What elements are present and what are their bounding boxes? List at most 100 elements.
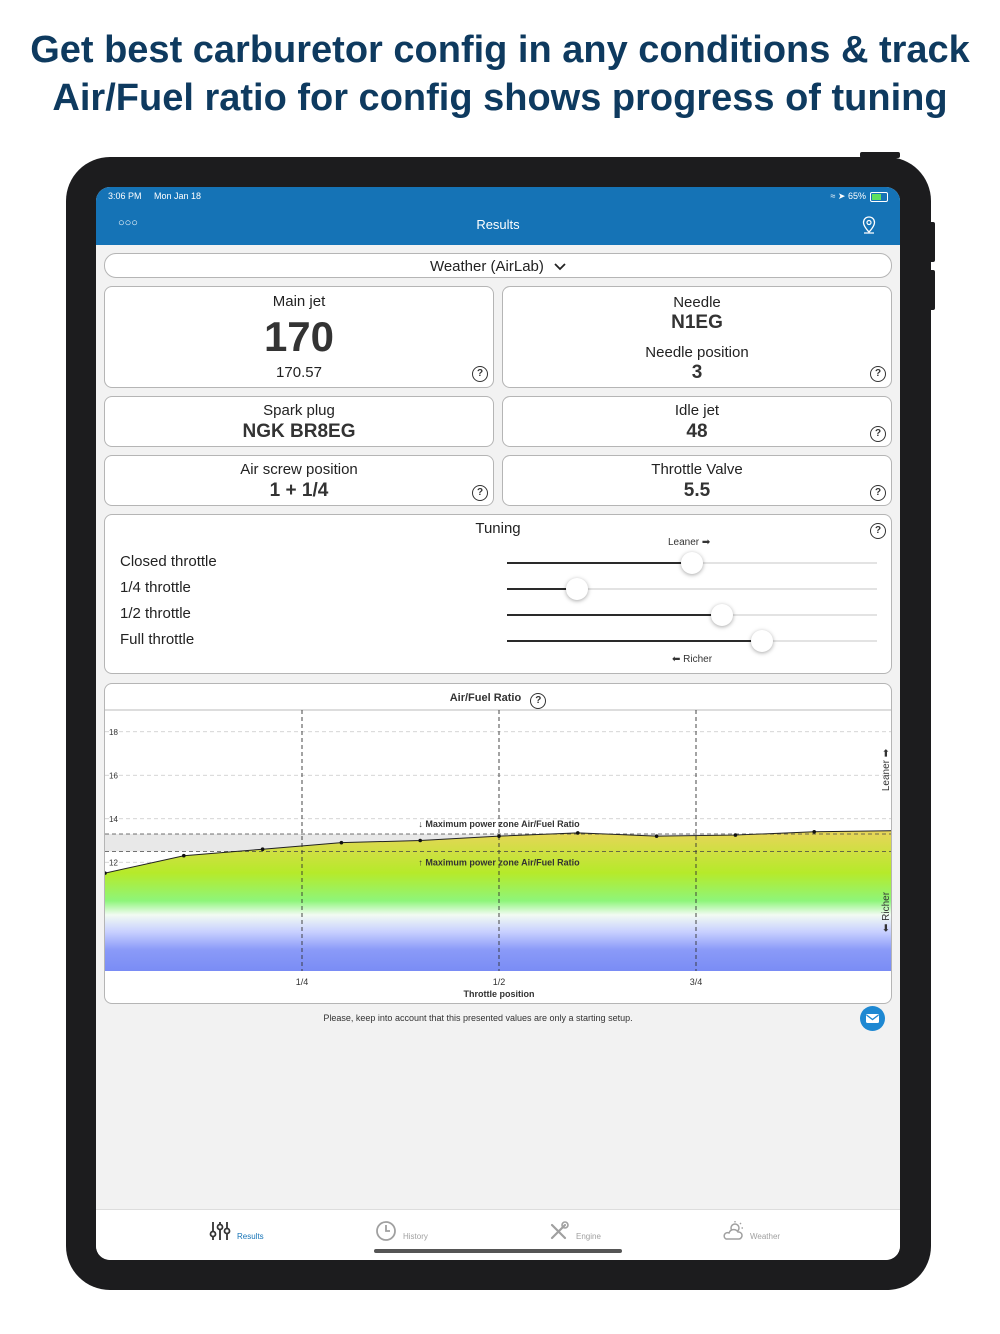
afr-data-point [576, 831, 580, 835]
tuning-slider-fill [507, 614, 722, 616]
sliders-icon [209, 1220, 231, 1247]
afr-data-point [654, 834, 659, 838]
needle-card: Needle N1EG Needle position 3 ? [502, 286, 892, 388]
help-icon[interactable]: ? [870, 366, 886, 382]
x-tick-label: 1/4 [296, 977, 309, 987]
status-battery-text: ≈ ➤ 65% [830, 191, 866, 202]
tuning-slider[interactable] [507, 604, 877, 626]
tuning-slider-thumb[interactable] [710, 604, 733, 626]
afr-data-point [497, 834, 501, 838]
main-jet-value: 170 [263, 313, 335, 360]
air-screw-card: Air screw position 1 + 1/4 ? [104, 455, 494, 506]
spark-plug-value: NGK BR8EG [242, 421, 356, 442]
throttle-valve-label: Throttle Valve [651, 461, 743, 478]
throttle-valve-value: 5.5 [683, 480, 711, 501]
weather-selector[interactable]: Weather (AirLab) [104, 253, 892, 278]
idle-jet-label: Idle jet [674, 402, 720, 419]
wrench-icon [548, 1220, 570, 1247]
battery-percent: 65% [847, 191, 866, 201]
power-zone-upper-label: ↓ Maximum power zone Air/Fuel Ratio [418, 819, 580, 829]
afr-data-point [812, 830, 816, 834]
x-tick-label: 1/2 [493, 977, 506, 987]
richer-label: ⬅ Richer [672, 654, 713, 665]
help-icon[interactable]: ? [472, 485, 488, 501]
tuning-slider-fill [507, 588, 578, 590]
help-icon[interactable]: ? [472, 366, 488, 382]
location-arrow-icon: ➤ [837, 191, 846, 201]
y-tick-label: 14 [109, 815, 118, 824]
y-tick-label: 12 [109, 858, 118, 867]
afr-data-point [182, 853, 186, 858]
tuning-slider-fill [507, 640, 763, 642]
throttle-valve-card: Throttle Valve 5.5 ? [502, 455, 892, 506]
tab-history-label: History [403, 1232, 428, 1241]
idle-jet-value: 48 [686, 421, 708, 442]
x-tick-label: 3/4 [690, 977, 703, 987]
tuning-slider-fill [507, 562, 692, 564]
needle-position-value: 3 [691, 362, 703, 383]
main-jet-label: Main jet [272, 293, 326, 310]
afr-data-point [418, 838, 423, 843]
tuning-card: Tuning ? Leaner ➡ ⬅ Richer Closed thrott… [104, 514, 892, 674]
y-tick-label: 16 [109, 771, 118, 780]
help-icon[interactable]: ? [530, 693, 547, 709]
main-jet-card: Main jet 170 170.57 ? [104, 286, 494, 388]
status-date: Mon Jan 18 [154, 191, 202, 201]
chart-richer-label: ⬅ Richer [881, 891, 892, 932]
afr-data-point [339, 840, 344, 845]
weather-icon [722, 1220, 746, 1247]
more-icon[interactable]: ○○○ [118, 217, 138, 229]
mail-icon[interactable] [860, 1006, 885, 1031]
disclaimer-text: Please, keep into account that this pres… [323, 1013, 633, 1023]
tuning-row-label: 1/4 throttle [120, 579, 191, 596]
afr-chart: 810121416181/41/23/4↓ Maximum power zone… [105, 709, 892, 999]
help-icon[interactable]: ? [870, 485, 886, 501]
chevron-down-icon [554, 258, 566, 275]
afr-data-point [891, 829, 892, 833]
leaner-label: Leaner ➡ [668, 537, 711, 548]
needle-label: Needle [673, 294, 721, 311]
afr-data-point [105, 871, 107, 875]
clock-icon [375, 1220, 397, 1247]
chart-leaner-label: Leaner ➡ [881, 748, 892, 791]
nav-bar: 3:06 PM Mon Jan 18 ≈ ➤ 65% ○○○ Results [96, 187, 900, 245]
idle-jet-card: Idle jet 48 ? [502, 396, 892, 447]
tab-results-label: Results [237, 1232, 264, 1241]
tuning-slider[interactable] [507, 630, 877, 652]
nav-title: Results [476, 217, 520, 232]
banner-line-2: Air/Fuel ratio for config shows progress… [52, 77, 948, 119]
tuning-row-label: Full throttle [120, 631, 195, 648]
power-zone-lower-label: ↑ Maximum power zone Air/Fuel Ratio [418, 857, 580, 867]
home-indicator [374, 1249, 622, 1253]
help-icon[interactable]: ? [870, 523, 886, 539]
app-screen: 3:06 PM Mon Jan 18 ≈ ➤ 65% ○○○ Results W… [96, 187, 900, 1260]
volume-down-button [929, 270, 935, 310]
needle-value: N1EG [671, 312, 723, 333]
status-time: 3:06 PM [108, 191, 142, 201]
tuning-slider-thumb[interactable] [566, 578, 589, 600]
battery-icon [870, 192, 888, 202]
tuning-slider[interactable] [507, 578, 877, 600]
tab-weather-label: Weather [750, 1232, 781, 1241]
needle-position-label: Needle position [645, 344, 749, 361]
promo-banner: Get best carburetor config in any condit… [0, 26, 1000, 122]
help-icon[interactable]: ? [870, 426, 886, 442]
tuning-title: Tuning [475, 520, 521, 537]
location-pin-icon[interactable] [862, 216, 876, 239]
tuning-slider-thumb[interactable] [681, 552, 703, 574]
tuning-slider[interactable] [507, 552, 877, 574]
tuning-slider-thumb[interactable] [751, 630, 774, 652]
chart-title: Air/Fuel Ratio [449, 692, 522, 704]
spark-plug-label: Spark plug [263, 402, 335, 419]
weather-selector-label: Weather (AirLab) [429, 258, 544, 275]
power-button [860, 152, 900, 158]
afr-data-point [260, 847, 265, 851]
banner-line-1: Get best carburetor config in any condit… [30, 29, 970, 71]
air-screw-value: 1 + 1/4 [269, 480, 329, 501]
x-axis-label: Throttle position [464, 989, 535, 999]
tab-engine-label: Engine [576, 1232, 601, 1241]
spark-plug-card: Spark plug NGK BR8EG [104, 396, 494, 447]
main-jet-subvalue: 170.57 [276, 364, 322, 381]
tuning-row-label: 1/2 throttle [120, 605, 191, 622]
wifi-icon: ≈ [830, 191, 836, 201]
